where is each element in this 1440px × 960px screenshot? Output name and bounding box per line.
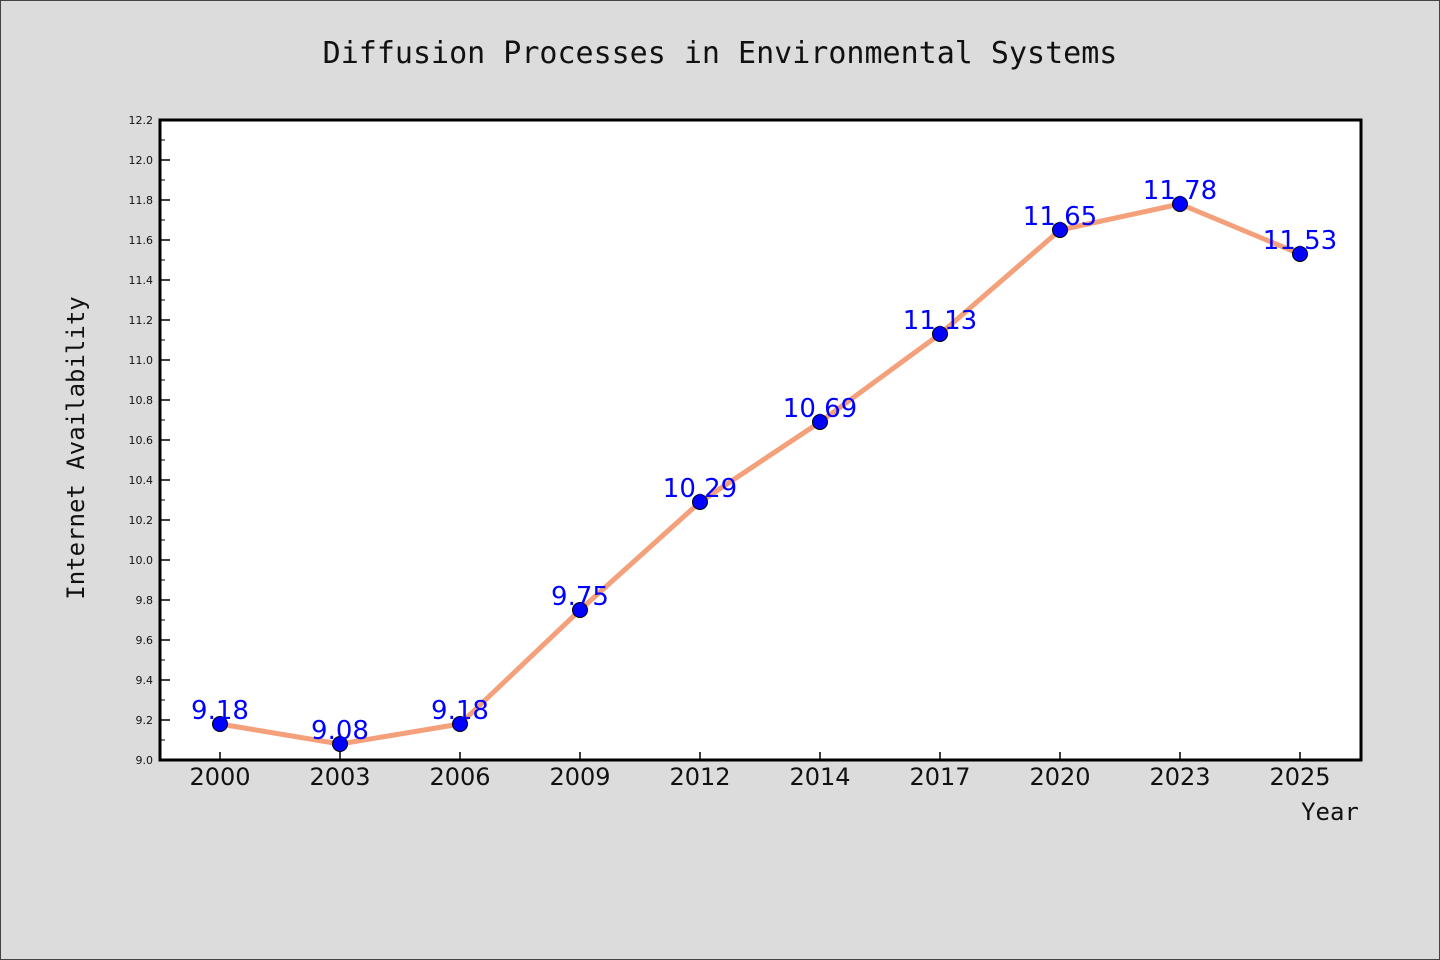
data-label: 9.08 bbox=[311, 716, 369, 746]
x-tick-label: 2012 bbox=[669, 763, 730, 791]
y-tick-label: 10.6 bbox=[129, 434, 154, 447]
data-point-marker bbox=[1292, 246, 1308, 262]
x-axis-label: Year bbox=[1301, 798, 1359, 826]
y-tick-label: 10.2 bbox=[129, 514, 154, 527]
data-point-marker bbox=[932, 326, 948, 342]
y-tick-label: 10.0 bbox=[129, 554, 154, 567]
data-label: 10.69 bbox=[783, 394, 857, 424]
data-label: 9.18 bbox=[431, 696, 489, 726]
y-tick-label: 9.4 bbox=[136, 674, 154, 687]
y-tick-label: 11.6 bbox=[129, 234, 154, 247]
series-line bbox=[219, 201, 1301, 747]
data-label: 11.13 bbox=[903, 306, 977, 336]
data-point-marker bbox=[812, 414, 828, 430]
y-tick-label: 9.2 bbox=[136, 714, 154, 727]
y-tick-label: 9.8 bbox=[136, 594, 154, 607]
x-tick-label: 2023 bbox=[1149, 763, 1210, 791]
y-tick-label: 9.0 bbox=[136, 754, 154, 767]
data-point-marker bbox=[692, 494, 708, 510]
series-line-group: 9.18 9.08 9.18 9.75 10.29 10.69 11.13 11.65 11.7… bbox=[191, 176, 1337, 752]
data-point-marker bbox=[572, 602, 588, 618]
x-tick-label: 2006 bbox=[429, 763, 490, 791]
data-point-marker bbox=[1052, 222, 1068, 238]
chart-title: Diffusion Processes in Environmental Sys… bbox=[323, 36, 1118, 71]
y-tick-label: 12.0 bbox=[129, 154, 154, 167]
y-tick-label: 11.2 bbox=[129, 314, 154, 327]
data-point-marker bbox=[452, 716, 468, 732]
data-label: 11.78 bbox=[1143, 176, 1217, 206]
x-tick-label: 2017 bbox=[909, 763, 970, 791]
y-tick-label: 10.8 bbox=[129, 394, 154, 407]
data-point-marker bbox=[332, 736, 348, 752]
y-tick-label: 9.6 bbox=[136, 634, 154, 647]
data-label: 9.75 bbox=[551, 582, 609, 612]
y-axis: 9.0 9.2 9.4 9.6 9.8 10.0 10.2 10.4 10.6 10.8 11.0 1… bbox=[129, 114, 170, 767]
plot-area bbox=[158, 118, 1363, 762]
x-tick-label: 2020 bbox=[1029, 763, 1090, 791]
data-point-marker bbox=[1172, 196, 1188, 212]
x-tick-label: 2009 bbox=[549, 763, 610, 791]
data-label: 11.53 bbox=[1263, 226, 1337, 256]
x-tick-label: 2014 bbox=[789, 763, 850, 791]
x-tick-label: 2003 bbox=[309, 763, 370, 791]
data-label: 10.29 bbox=[663, 474, 737, 504]
y-tick-label: 10.4 bbox=[129, 474, 154, 487]
data-point-marker bbox=[212, 716, 228, 732]
x-tick-label: 2025 bbox=[1269, 763, 1330, 791]
data-label: 9.18 bbox=[191, 696, 249, 726]
y-tick-label: 11.0 bbox=[129, 354, 154, 367]
y-tick-label: 11.8 bbox=[129, 194, 154, 207]
y-tick-label: 12.2 bbox=[129, 114, 154, 127]
data-label: 11.65 bbox=[1023, 202, 1097, 232]
x-axis: 2000 2003 2006 2009 2012 2014 2017 2020 2023 2025 bbox=[189, 752, 1331, 791]
x-tick-label: 2000 bbox=[189, 763, 250, 791]
y-axis-label: Internet Availability bbox=[62, 296, 90, 599]
y-tick-label: 11.4 bbox=[129, 274, 154, 287]
